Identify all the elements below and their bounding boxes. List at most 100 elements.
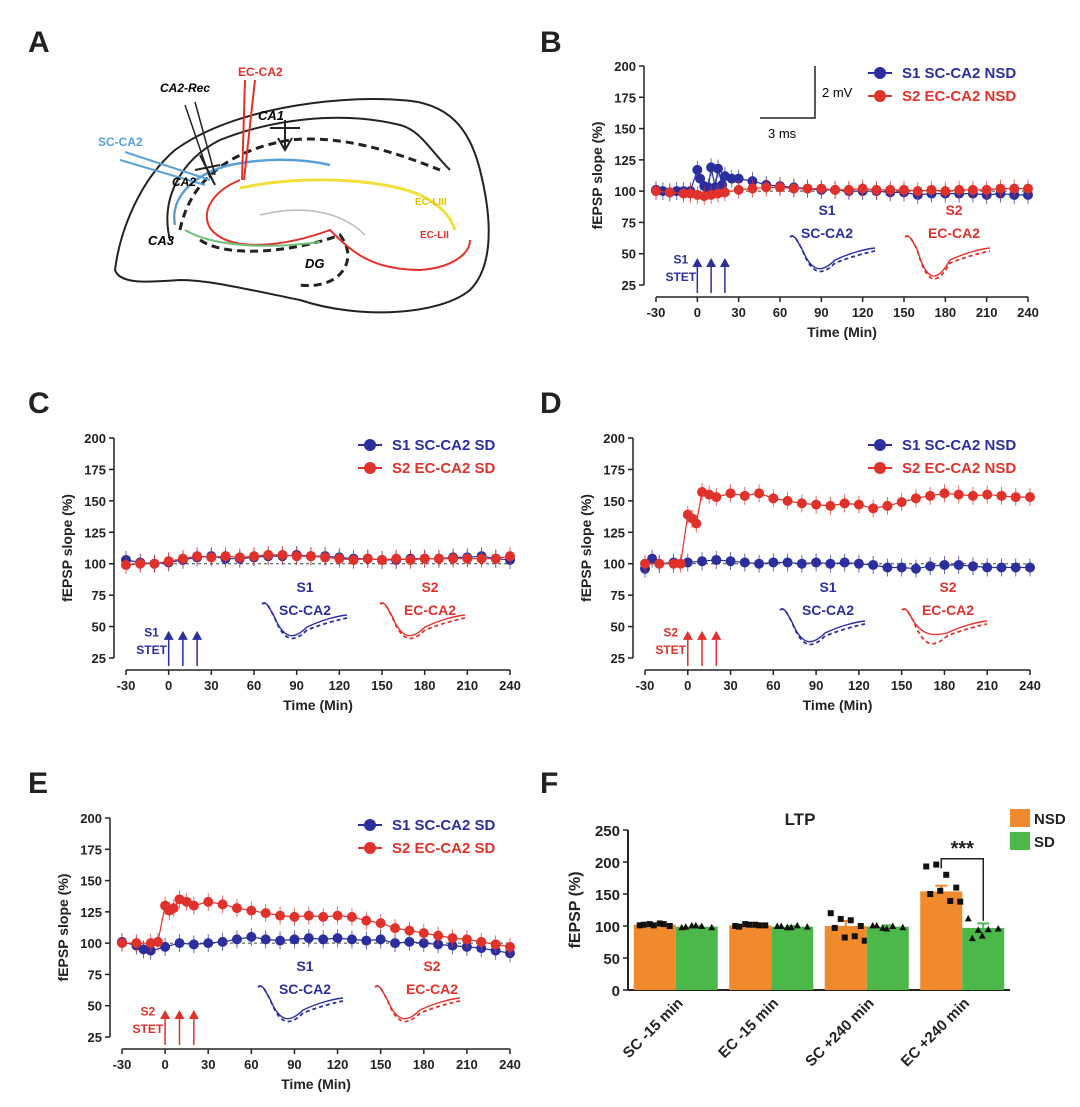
chart-d-stim-label-2: STET — [655, 643, 686, 657]
chart-d-series-0-point — [982, 562, 993, 573]
chart-d-series-1-point — [782, 495, 793, 506]
chart-f-point-0-2 — [847, 917, 854, 924]
chart-e-stim-label-1: S2 — [141, 1005, 156, 1019]
chart-f-point-0-3 — [957, 898, 964, 905]
chart-b-trace-label-top: S1 — [818, 202, 835, 218]
chart-b-series-0-point — [713, 163, 723, 174]
chart-e-series-0-point — [275, 935, 286, 946]
chart-e-trace-label-bottom: SC-CA2 — [279, 981, 331, 997]
chart-c-series-1-point — [476, 553, 487, 564]
chart-f-point-0-1 — [762, 922, 769, 929]
chart-d-series-0-point — [782, 557, 793, 568]
chart-f-bar-0-0 — [633, 924, 676, 990]
chart-d-series-1-point — [982, 489, 993, 500]
schaffer-dashed-path — [178, 137, 441, 231]
chart-d-series-0-point — [739, 557, 750, 568]
chart-b-y-label: fEPSP slope (%) — [589, 122, 605, 230]
chart-b-series-1-point — [981, 184, 992, 195]
chart-c-y-tick-label: 100 — [84, 557, 106, 572]
chart-c-series-1-point — [192, 551, 203, 562]
chart-d-series-1-point — [853, 499, 864, 510]
chart-e-series-1-point — [390, 923, 401, 934]
chart-d-y-tick-label: 50 — [611, 620, 625, 635]
chart-c-series-1-point — [249, 551, 259, 562]
chart-d-x-label: Time (Min) — [803, 697, 873, 713]
chart-d-y-tick-label: 25 — [611, 651, 625, 666]
chart-e-series-1-point — [361, 915, 372, 926]
chart-c-y-tick-label: 125 — [84, 525, 106, 540]
chart-d-series-1-point — [668, 558, 679, 569]
chart-f-point-0-2 — [831, 924, 838, 931]
chart-f-point-0-2 — [837, 915, 844, 922]
chart-b-x-tick-label: 120 — [852, 305, 874, 320]
chart-e-stim-arrowhead — [174, 1009, 185, 1019]
chart-f-point-0-0 — [640, 921, 647, 928]
chart-d-series-1-point — [768, 493, 779, 504]
chart-d-series-1-point — [725, 488, 736, 499]
chart-d-series-0-point — [754, 558, 765, 569]
scale-bar-mv: 2 mV — [822, 85, 853, 100]
chart-b-series-1-point — [719, 187, 730, 198]
panel-label-c: C — [28, 387, 50, 420]
chart-f-significance-label: *** — [951, 838, 975, 860]
chart-c-series-1-point — [391, 553, 402, 564]
chart-f-point-0-1 — [736, 923, 743, 930]
chart-e-x-label: Time (Min) — [281, 1076, 351, 1092]
chart-c-x-tick-label: 120 — [328, 678, 350, 693]
chart-d-legend-label: S2 EC-CA2 NSD — [902, 460, 1016, 477]
chart-d-series-0-point — [925, 561, 936, 572]
panel-label-f: F — [540, 767, 558, 800]
chart-b-series-1-point — [830, 184, 841, 195]
chart-e-series-1-point — [318, 911, 329, 922]
chart-f: 0 50 100 150 200 250 fEPSP (%) LTP SC -15 min EC … — [567, 809, 1066, 1070]
chart-d-x-tick-label: 210 — [976, 678, 998, 693]
chart-d-series-0-point — [953, 559, 964, 570]
chart-b-series-1-point — [843, 184, 854, 195]
chart-e-series-1-point — [246, 905, 257, 916]
chart-d-series-0-point — [853, 558, 864, 569]
chart-f-point-1-1 — [787, 923, 795, 931]
chart-d-legend-marker — [874, 439, 886, 451]
chart-e-series-1-point — [303, 910, 314, 921]
ec-ca2-electrode — [241, 79, 256, 181]
chart-d-series-1-point — [796, 498, 807, 509]
chart-f-y-tick-label: 250 — [595, 823, 620, 840]
chart-b-trace-label-bottom: SC-CA2 — [801, 225, 853, 241]
chart-f-bar-1-2 — [866, 926, 909, 990]
chart-b-series-1-point — [664, 187, 675, 198]
chart-b-x-tick-label: 90 — [814, 305, 828, 320]
chart-e-series-1-point — [375, 918, 386, 929]
chart-b-legend-label: S1 SC-CA2 NSD — [902, 65, 1016, 82]
chart-f-category-label-3: EC +240 min — [898, 995, 973, 1070]
chart-f-point-0-3 — [953, 884, 960, 891]
chart-c-x-tick-label: 240 — [499, 678, 521, 693]
chart-e-x-tick-label: 240 — [499, 1057, 521, 1072]
chart-b-series-1-point — [954, 184, 965, 195]
chart-d-x-tick-label: 90 — [809, 678, 823, 693]
chart-f-point-0-1 — [732, 923, 739, 929]
chart-b-trace-0-dashed — [789, 235, 876, 273]
chart-b-series-0-point — [695, 173, 706, 184]
chart-d-series-1-point — [1025, 492, 1035, 503]
chart-e-legend-marker — [364, 842, 376, 854]
chart-d-series-1-point — [739, 490, 750, 501]
chart-e-x-tick-label: 150 — [370, 1057, 392, 1072]
chart-b-x-tick-label: 60 — [773, 305, 787, 320]
chart-d-series-1-point — [925, 490, 936, 501]
chart-f-y-tick-label: 50 — [603, 951, 620, 968]
chart-f-bar-0-3 — [920, 891, 963, 990]
chart-b-y-tick-label: 200 — [614, 59, 636, 74]
chart-c-series-1-point — [234, 552, 245, 563]
chart-f-point-0-2 — [827, 910, 834, 917]
chart-b-series-1-point — [899, 184, 909, 195]
chart-e-series-0-point — [375, 934, 386, 945]
chart-f-title: LTP — [785, 810, 816, 829]
chart-d-series-0-point — [697, 556, 708, 567]
chart-f-point-0-0 — [646, 921, 653, 928]
chart-e-series-1-point — [188, 900, 199, 911]
mossy-fiber-path — [184, 229, 321, 247]
ec-liii-path — [239, 178, 457, 231]
chart-b-series-1-point — [857, 183, 868, 194]
chart-e-series-1-point — [332, 910, 343, 921]
chart-d-legend-marker — [874, 462, 886, 474]
